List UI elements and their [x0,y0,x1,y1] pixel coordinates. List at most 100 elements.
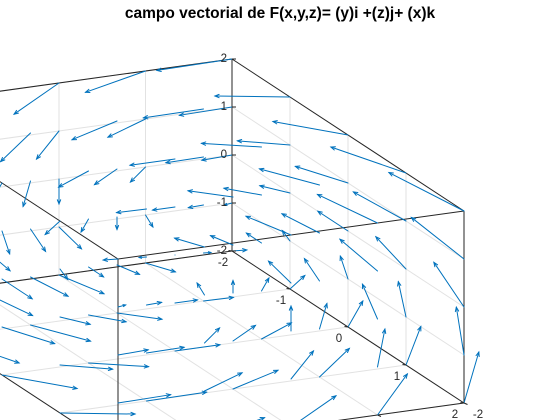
arrow [230,279,236,294]
arrow-shaft [303,258,320,282]
arrow-head [156,300,163,306]
arrow [57,170,89,188]
arrow-head [344,347,351,354]
gridline [0,154,233,188]
arrow [59,268,69,281]
arrow-shaft [433,261,465,308]
arrow-head [387,171,394,177]
arrow [267,260,292,284]
arrow-head [223,202,228,206]
arrow-shaft [165,156,204,164]
gridline [337,402,465,420]
arrow-head [374,235,381,242]
arrow-shaft [117,394,172,404]
arrow-head [27,294,34,300]
arrow-head [115,209,122,215]
arrow [377,327,387,368]
arrow-head [258,184,265,189]
gridline [0,288,291,330]
arrow-shaft [146,391,208,402]
arrow-head [403,372,409,379]
arrow-shaft [223,187,262,196]
arrow-head [63,292,70,297]
arrow [258,184,291,194]
arrow [223,202,233,206]
arrow [59,316,92,326]
arrow-shaft [289,274,306,290]
arrow-shaft [375,236,407,270]
arrow-head [381,327,387,334]
arrow [300,395,338,420]
arrow-head [98,272,105,278]
arrow [339,254,349,280]
arrow-shaft [455,306,465,356]
arrow-shaft [36,130,60,160]
arrow [261,276,270,292]
arrow-shaft [196,282,205,296]
arrow [22,180,31,208]
arrow [174,343,222,352]
arrow-shaft [300,395,337,420]
arrow-head [128,162,135,167]
y-tick-label: -2 [473,409,483,420]
arrow [204,326,221,344]
arrow-head [98,290,106,295]
arrow-shaft [58,226,82,250]
arrow [244,215,292,236]
arrow-shaft [178,106,233,116]
arrow [377,372,409,416]
arrow-head [76,244,83,250]
arrow [329,146,407,174]
arrow-head [27,311,34,317]
arrow [236,139,291,146]
arrow-shaft [294,165,349,184]
arrow-head [155,67,162,72]
arrow-shaft [317,210,349,232]
arrow [12,82,60,115]
arrow-head [358,299,364,306]
arrow-shaft [146,301,163,306]
arrow [155,58,233,72]
arrow-head [245,232,252,238]
arrow-shaft [201,154,233,161]
arrow-head [475,350,480,358]
arrow [146,345,186,354]
arrow-shaft [319,347,350,378]
arrow [397,280,407,318]
arrow-head [35,154,41,161]
arrow-head [192,298,199,303]
arrow [433,261,465,308]
arrow [232,369,280,390]
arrow-shaft [88,266,105,278]
arrow [288,304,294,332]
arrow-shaft [272,120,349,136]
arrow-shaft [145,214,154,228]
arrow-shaft [316,193,378,224]
arrow-shaft [405,326,422,366]
arrow [116,264,141,275]
y-tick [377,414,382,417]
arrow-head [244,215,252,220]
arrow-head [222,186,229,192]
arrow-shaft [44,220,61,236]
arrow-head [80,227,86,234]
arrow-head [121,318,128,324]
arrow-shaft [377,328,386,368]
arrow-shaft [59,268,69,280]
arrow-head [250,324,257,330]
arrow [114,216,120,231]
arrow-head [309,349,315,356]
arrow-shaft [1,278,33,300]
arrow-shaft [102,258,119,261]
arrow-head [14,359,21,364]
arrow-head [143,348,150,353]
arrow-head [213,93,220,99]
arrow-shaft [0,355,20,364]
arrow-head [303,257,309,264]
arrow [117,393,172,404]
arrow-head [122,304,127,308]
arrow-head [107,366,114,371]
arrow [0,355,21,364]
arrow-shaft [174,237,205,248]
